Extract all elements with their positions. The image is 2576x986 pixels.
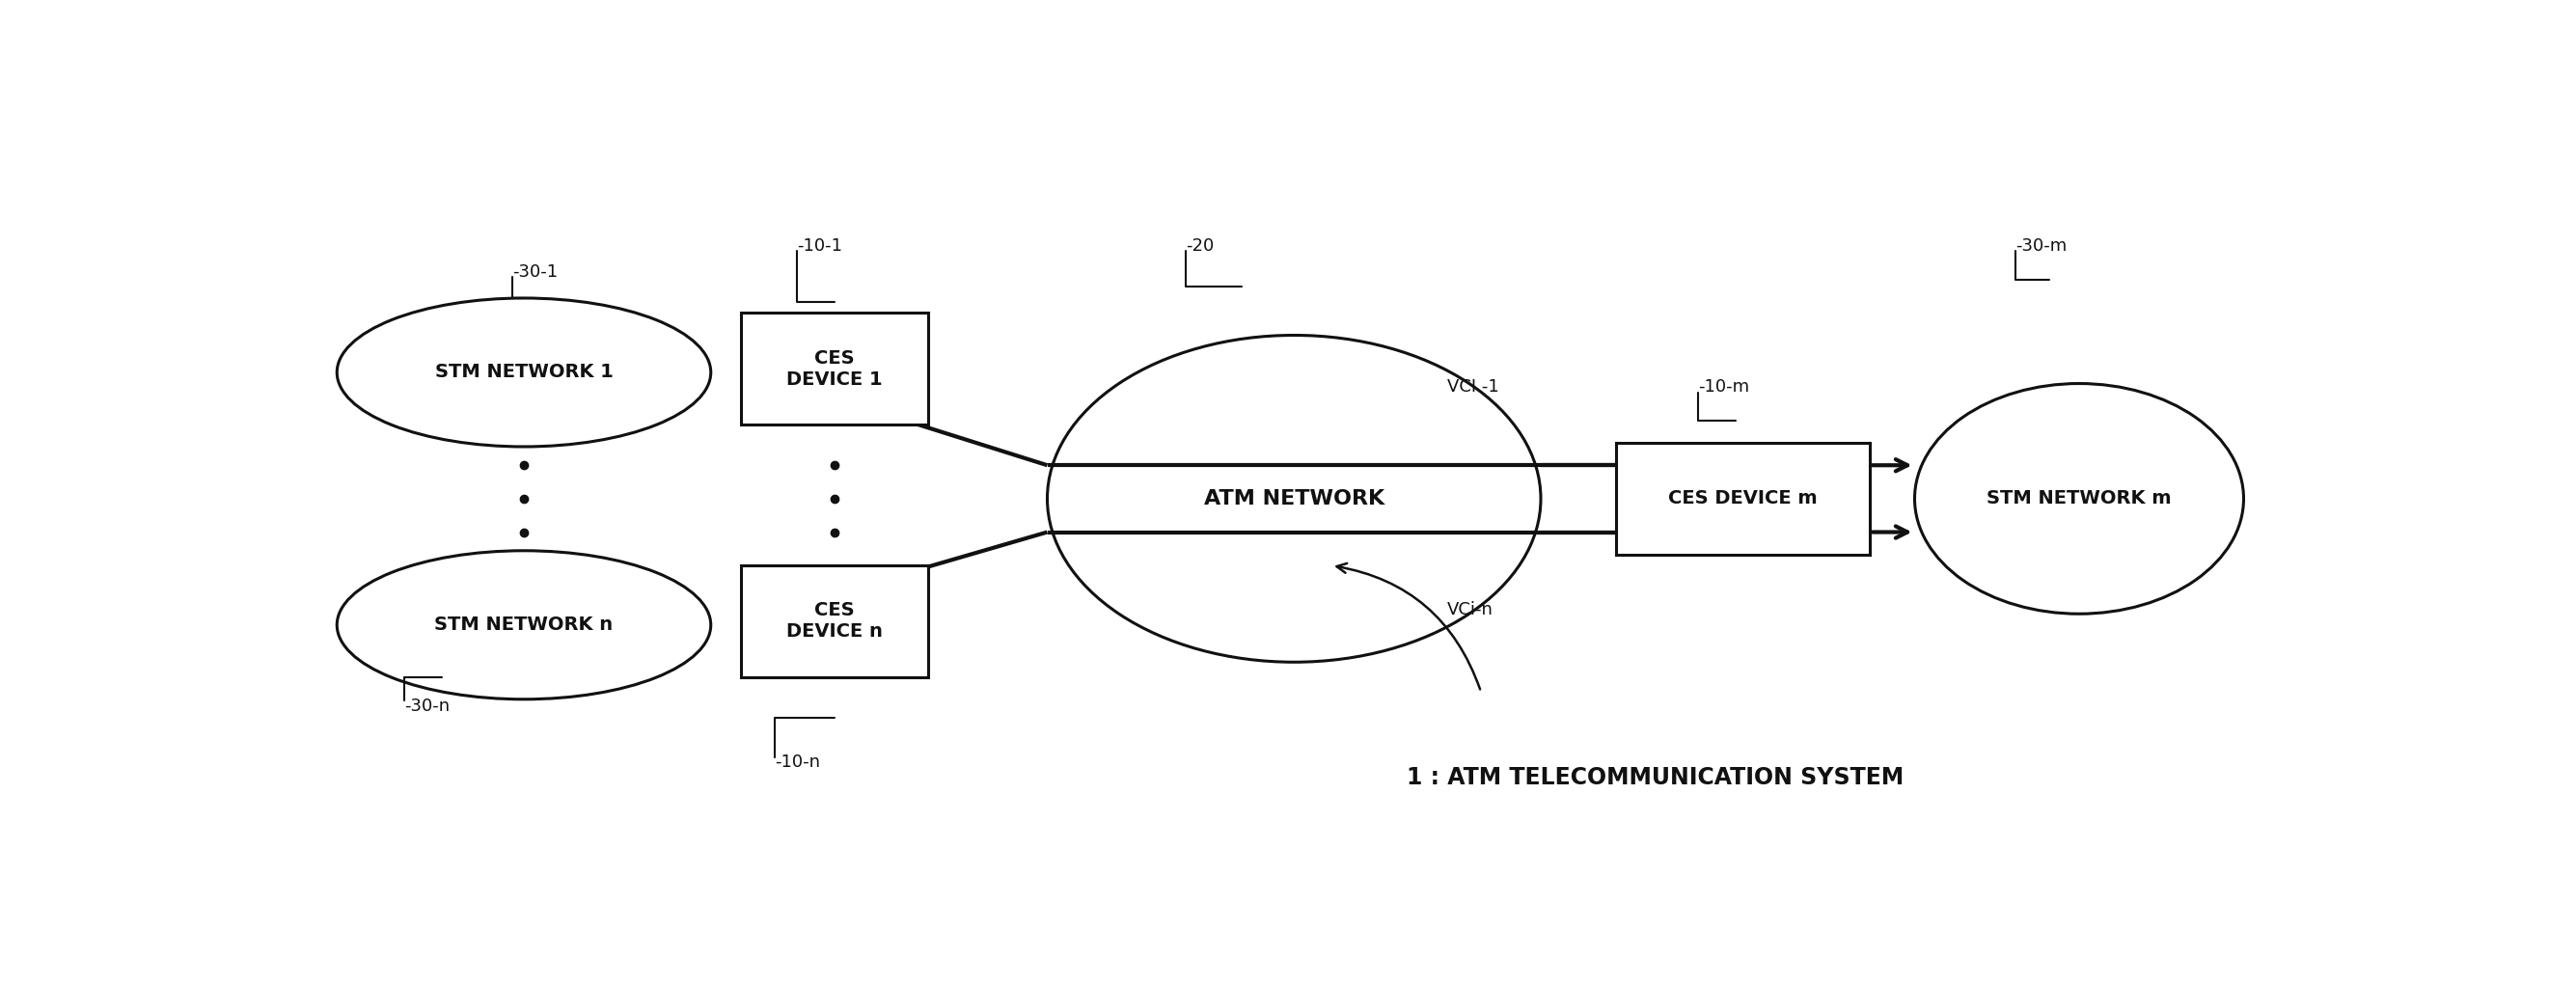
- Text: ATM NETWORK: ATM NETWORK: [1203, 489, 1383, 509]
- FancyBboxPatch shape: [1615, 443, 1870, 554]
- Text: -20: -20: [1185, 238, 1213, 254]
- Text: CES
DEVICE n: CES DEVICE n: [786, 601, 884, 641]
- Text: -30-n: -30-n: [404, 698, 451, 716]
- Text: -10-n: -10-n: [775, 753, 819, 771]
- Text: -10-m: -10-m: [1698, 379, 1749, 396]
- Ellipse shape: [337, 298, 711, 447]
- Text: STM NETWORK 1: STM NETWORK 1: [435, 363, 613, 382]
- Text: -30-m: -30-m: [2014, 238, 2066, 254]
- Ellipse shape: [1914, 384, 2244, 614]
- Text: VCI -1: VCI -1: [1448, 379, 1499, 396]
- Text: STM NETWORK m: STM NETWORK m: [1986, 489, 2172, 508]
- Text: -10-1: -10-1: [796, 238, 842, 254]
- Text: -30-1: -30-1: [513, 263, 559, 281]
- Text: CES DEVICE m: CES DEVICE m: [1669, 489, 1816, 508]
- Text: CES
DEVICE 1: CES DEVICE 1: [786, 349, 881, 388]
- Ellipse shape: [1048, 335, 1540, 663]
- Text: STM NETWORK n: STM NETWORK n: [435, 616, 613, 634]
- FancyBboxPatch shape: [742, 313, 927, 424]
- Ellipse shape: [337, 550, 711, 699]
- Text: VCi-n: VCi-n: [1448, 601, 1494, 619]
- Text: 1 : ATM TELECOMMUNICATION SYSTEM: 1 : ATM TELECOMMUNICATION SYSTEM: [1406, 766, 1904, 789]
- FancyBboxPatch shape: [742, 566, 927, 677]
